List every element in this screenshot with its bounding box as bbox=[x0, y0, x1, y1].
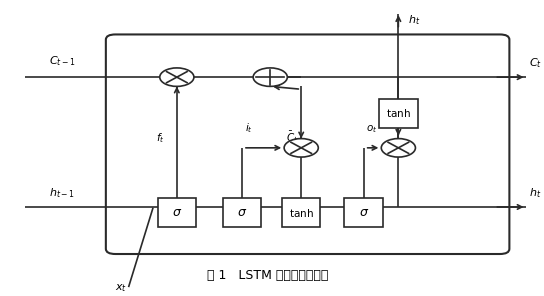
Text: $h_t$: $h_t$ bbox=[529, 186, 541, 200]
Text: $h_t$: $h_t$ bbox=[408, 13, 421, 27]
FancyBboxPatch shape bbox=[106, 34, 509, 254]
Circle shape bbox=[381, 139, 416, 157]
Text: $h_{t-1}$: $h_{t-1}$ bbox=[49, 186, 75, 200]
Text: $i_t$: $i_t$ bbox=[245, 121, 252, 135]
Text: $\sigma$: $\sigma$ bbox=[237, 206, 247, 219]
Text: $x_t$: $x_t$ bbox=[115, 282, 127, 294]
Text: $C_{t-1}$: $C_{t-1}$ bbox=[49, 55, 76, 68]
Text: $\sigma$: $\sigma$ bbox=[172, 206, 182, 219]
Circle shape bbox=[284, 139, 318, 157]
Text: $f_t$: $f_t$ bbox=[156, 131, 165, 145]
Text: $\tanh$: $\tanh$ bbox=[386, 107, 411, 119]
Circle shape bbox=[253, 68, 287, 86]
FancyBboxPatch shape bbox=[222, 198, 261, 227]
Text: $\sigma$: $\sigma$ bbox=[358, 206, 369, 219]
Text: $\bar{C}_t$: $\bar{C}_t$ bbox=[286, 129, 299, 145]
FancyBboxPatch shape bbox=[282, 198, 320, 227]
Text: 图 1   LSTM 网络的细胞结构: 图 1 LSTM 网络的细胞结构 bbox=[207, 269, 328, 282]
FancyBboxPatch shape bbox=[158, 198, 196, 227]
Circle shape bbox=[160, 68, 194, 86]
Text: $\tanh$: $\tanh$ bbox=[289, 207, 313, 219]
FancyBboxPatch shape bbox=[344, 198, 383, 227]
FancyBboxPatch shape bbox=[379, 99, 418, 128]
Text: $o_t$: $o_t$ bbox=[366, 123, 378, 135]
Text: $C_t$: $C_t$ bbox=[529, 56, 542, 70]
